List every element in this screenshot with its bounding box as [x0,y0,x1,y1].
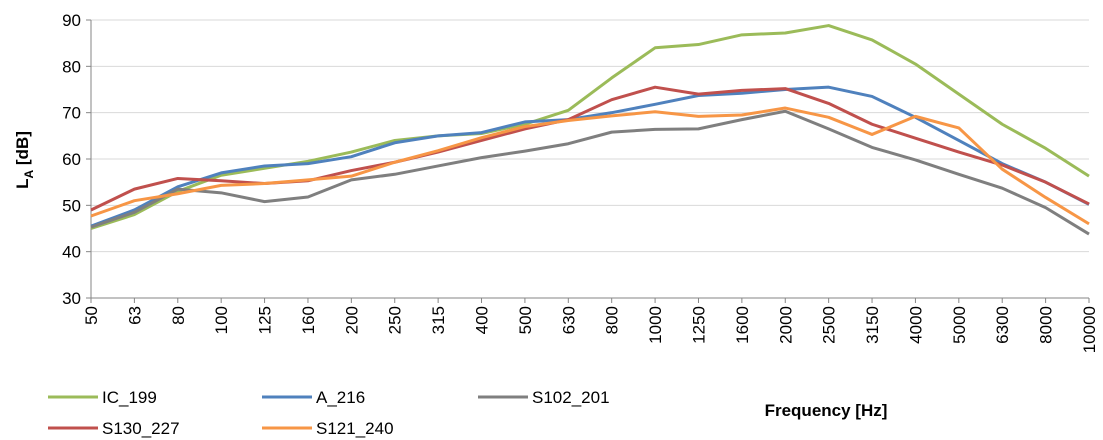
series-line [90,85,1090,212]
y-label-unit: [dB] [13,131,32,170]
x-tick-label: 2500 [820,306,839,344]
legend-label: S121_240 [316,419,394,438]
y-tick-label: 30 [62,289,81,308]
y-tick-label: 50 [62,196,81,215]
legend-label: IC_199 [102,388,157,407]
y-label-main: L [13,179,32,189]
x-tick-label: 500 [516,306,535,334]
x-tick-label: 4000 [906,306,925,344]
x-tick-label: 160 [299,306,318,334]
x-tick-label: 630 [559,306,578,334]
x-tick-label: 250 [386,306,405,334]
x-tick-label: 200 [342,306,361,334]
x-tick-label: 100 [212,306,231,334]
y-tick-label: 90 [62,11,81,30]
x-tick-label: 5000 [950,306,969,344]
x-tick-label: 63 [125,306,144,325]
x-tick-label: 3150 [863,306,882,344]
legend-label: A_216 [316,388,365,407]
x-tick-label: 50 [82,306,101,325]
x-tick-label: 125 [256,306,275,334]
y-tick-label: 70 [62,104,81,123]
x-tick-label: 400 [473,306,492,334]
y-tick-label: 60 [62,150,81,169]
y-label-sub: A [22,170,36,179]
x-tick-label: 1250 [689,306,708,344]
legend-label: S102_201 [532,388,610,407]
series-line [90,109,1090,236]
x-axis-label: Frequency [Hz] [765,401,888,420]
x-tick-label: 800 [603,306,622,334]
x-tick-label: 6300 [993,306,1012,344]
x-tick-label: 80 [169,306,188,325]
series-line [90,106,1090,226]
y-tick-label: 80 [62,57,81,76]
y-axis-label: LA [dB] [13,131,36,189]
legend-label: S130_227 [102,419,180,438]
x-tick-label: 1600 [733,306,752,344]
x-tick-label: 1000 [646,306,665,344]
x-tick-label: 8000 [1037,306,1056,344]
series-line [90,85,1090,228]
x-tick-label: 10000 [1080,306,1099,353]
x-tick-label: 315 [429,306,448,334]
y-tick-label: 40 [62,243,81,262]
series-line [90,24,1090,230]
x-tick-label: 2000 [776,306,795,344]
